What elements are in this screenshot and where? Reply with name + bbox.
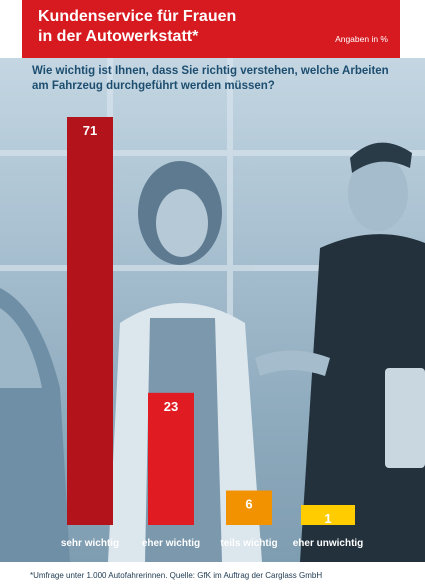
bar-value-labels: 71 23 6 1 [83,123,332,526]
chart-title: Kundenservice für Frauen in der Autowerk… [38,7,298,47]
bar-value-label-4: 1 [324,511,331,526]
bar-value-label-2: 23 [164,399,178,414]
category-labels: sehr wichtig eher wichtig teils wichtig ehe… [61,538,363,549]
bar-value-label-1: 71 [83,123,97,138]
bar-value-label-3: 6 [245,497,252,512]
unit-note: Angaben in % [335,34,388,44]
category-label-2: eher wichtig [142,538,200,549]
category-label-4: eher unwichtig [293,538,364,549]
category-label-3: teils wichtig [220,538,277,549]
question: Wie wichtig ist Ihnen, dass Sie richtig … [32,64,402,94]
bar-3 [226,490,272,525]
source-note: *Umfrage unter 1.000 Autofahrerinnen. Qu… [30,571,323,580]
category-label-1: sehr wichtig [61,538,119,549]
question-line-2: am Fahrzeug durchgeführt werden müssen? [32,80,275,92]
bars-group [67,117,355,525]
bar-4 [301,505,355,525]
title-line-2: in der Autowerkstatt* [38,28,199,45]
header: Kundenservice für Frauen in der Autowerk… [0,0,425,58]
bar-1 [67,117,113,525]
bar-2 [148,392,194,525]
question-line-1: Wie wichtig ist Ihnen, dass Sie richtig … [32,65,389,77]
title-box: Kundenservice für Frauen in der Autowerk… [22,0,400,58]
title-line-1: Kundenservice für Frauen [38,8,237,25]
